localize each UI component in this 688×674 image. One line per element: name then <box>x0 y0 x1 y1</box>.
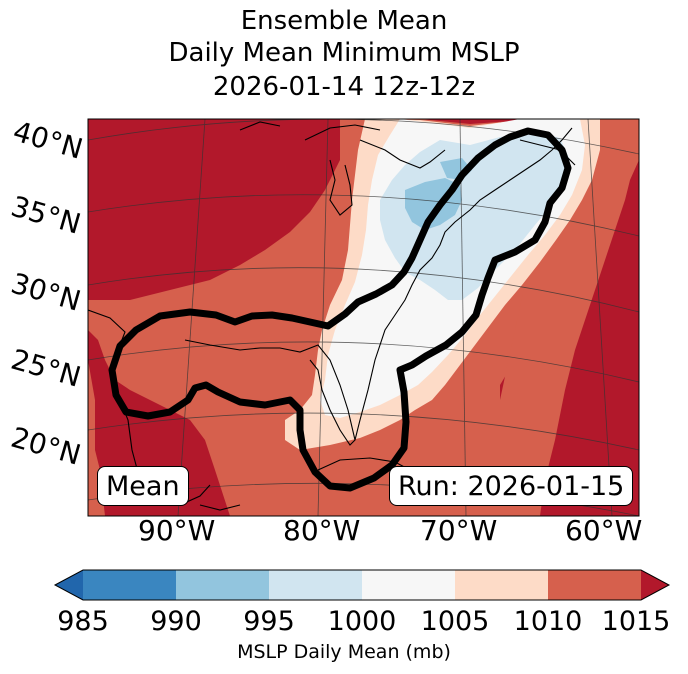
colorbar-tick-985: 985 <box>57 606 109 637</box>
colorbar-tick-995: 995 <box>243 606 295 637</box>
title-line-2: Daily Mean Minimum MSLP <box>168 38 520 68</box>
band-995-1000 <box>380 132 570 300</box>
mslp-contour <box>108 127 572 492</box>
colorbar-segment <box>548 570 642 600</box>
colorbar-outline <box>53 569 671 601</box>
colorbar-segment <box>176 570 270 600</box>
map-frame <box>87 118 640 517</box>
band-1010-1015-east <box>500 119 639 516</box>
colorbar-segment <box>83 570 177 600</box>
mean-box: Mean <box>97 466 189 506</box>
colorbar-segment <box>362 570 456 600</box>
colorbar-segment <box>455 570 549 600</box>
colorbar-tick-1015: 1015 <box>601 606 671 637</box>
run-box: Run: 2026-01-15 <box>389 466 634 506</box>
lon-label-60: 60°W <box>565 514 643 547</box>
colorbar-segment <box>269 570 363 600</box>
colorbar-tick-1010: 1010 <box>513 606 583 637</box>
lon-label-80: 80°W <box>283 514 361 547</box>
colorbar-label: MSLP Daily Mean (mb) <box>237 641 451 663</box>
lon-label-70: 70°W <box>420 514 498 547</box>
title-line-1: Ensemble Mean <box>240 6 448 36</box>
lon-label-90: 90°W <box>138 514 216 547</box>
colorbar-tick-1000: 1000 <box>327 606 397 637</box>
colorbar-tick-1005: 1005 <box>420 606 490 637</box>
colorbar-extend-high <box>641 570 669 600</box>
colorbar-tick-990: 990 <box>150 606 202 637</box>
title-line-3: 2026-01-14 12z-12z <box>212 72 476 102</box>
colorbar-extend-low <box>55 570 83 600</box>
